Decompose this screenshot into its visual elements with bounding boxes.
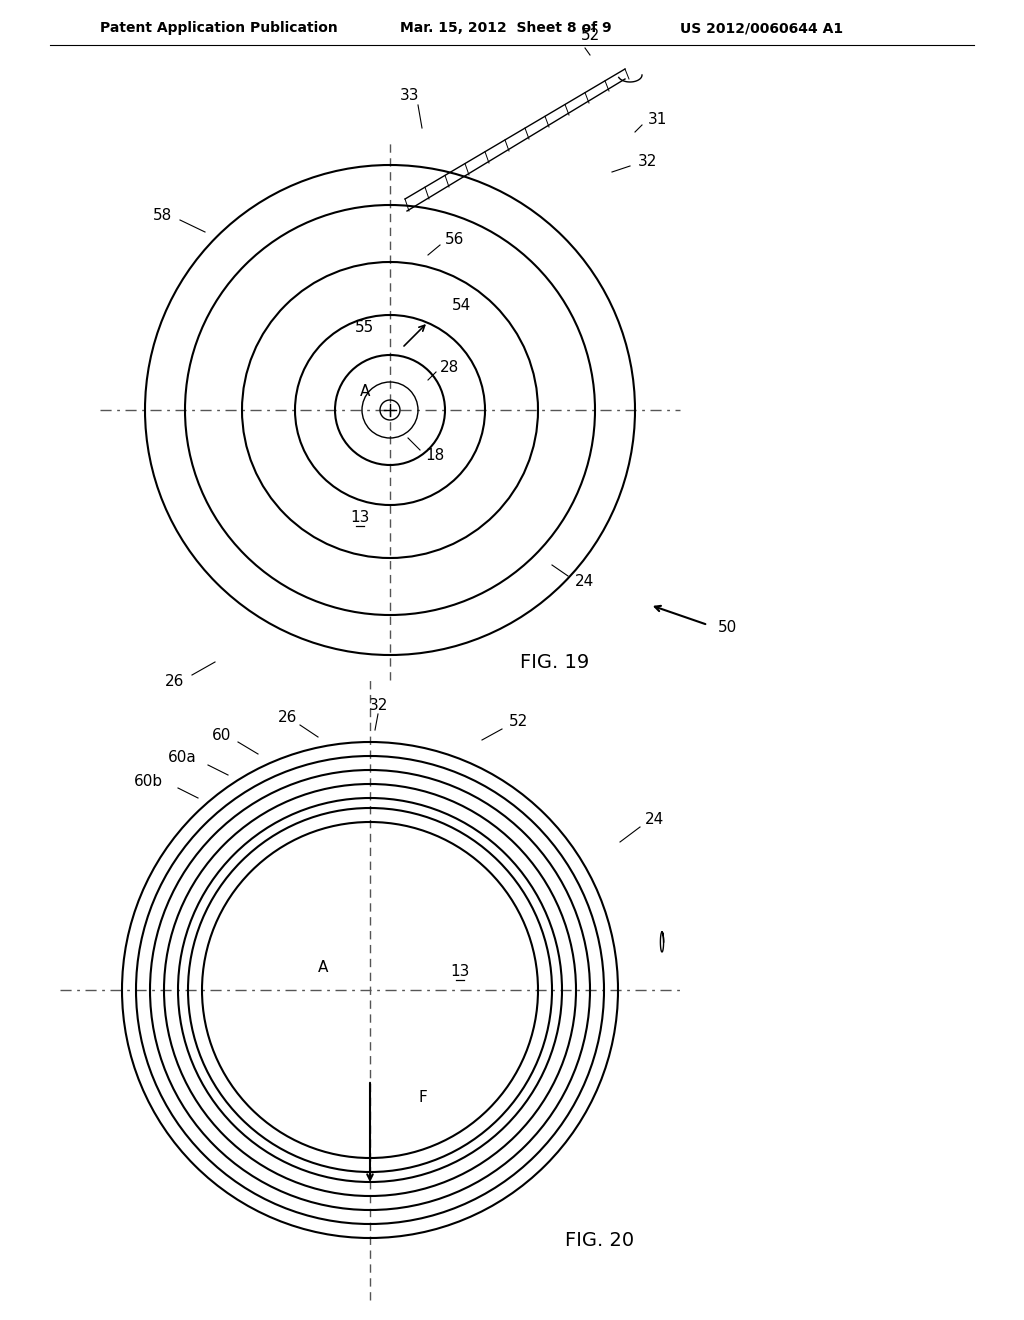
Text: 13: 13: [451, 965, 470, 979]
Text: 32: 32: [638, 154, 657, 169]
Text: 26: 26: [165, 675, 184, 689]
Text: 50: 50: [718, 620, 737, 635]
Text: US 2012/0060644 A1: US 2012/0060644 A1: [680, 21, 843, 36]
Text: 52: 52: [508, 714, 527, 730]
Text: 60b: 60b: [133, 775, 163, 789]
Text: A: A: [359, 384, 370, 400]
Text: 32: 32: [369, 697, 388, 713]
Text: 13: 13: [350, 511, 370, 525]
Text: 56: 56: [445, 232, 464, 248]
Text: 26: 26: [279, 710, 298, 726]
Text: 24: 24: [575, 574, 594, 590]
Text: 54: 54: [452, 297, 471, 313]
Text: 31: 31: [648, 112, 668, 128]
Text: FIG. 20: FIG. 20: [565, 1230, 635, 1250]
Text: Mar. 15, 2012  Sheet 8 of 9: Mar. 15, 2012 Sheet 8 of 9: [400, 21, 611, 36]
Text: 58: 58: [153, 207, 172, 223]
Text: 28: 28: [440, 360, 459, 375]
Text: 60: 60: [212, 727, 231, 742]
Text: 33: 33: [400, 87, 420, 103]
Text: 52: 52: [581, 28, 600, 42]
Text: 24: 24: [645, 813, 665, 828]
Text: 18: 18: [425, 447, 444, 462]
Text: Patent Application Publication: Patent Application Publication: [100, 21, 338, 36]
Text: 55: 55: [355, 321, 375, 335]
Text: 60a: 60a: [168, 751, 197, 766]
Text: FIG. 19: FIG. 19: [520, 652, 590, 672]
Text: F: F: [418, 1090, 427, 1106]
Text: A: A: [317, 961, 328, 975]
